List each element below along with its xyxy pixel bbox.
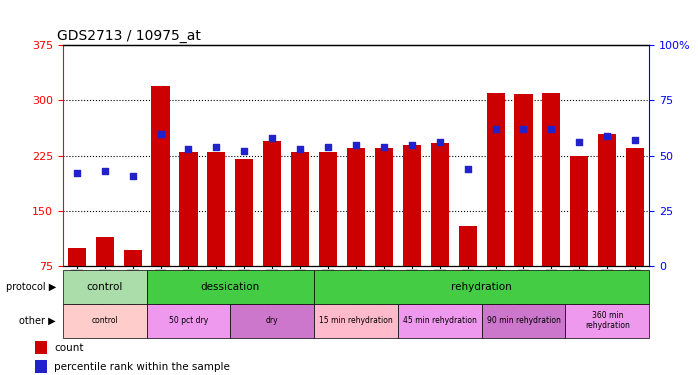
Bar (570, 156, 588, 266)
Bar (96, 237, 114, 266)
Point (378, 144, 389, 150)
Bar (235, 159, 253, 266)
Bar (514, 94, 533, 266)
Text: dry: dry (266, 316, 279, 325)
Bar (565, 304, 649, 338)
Point (155, 130, 166, 136)
Bar (147, 270, 314, 304)
Text: dessication: dessication (201, 282, 260, 292)
Text: GDS2713 / 10975_at: GDS2713 / 10975_at (57, 28, 201, 43)
Bar (431, 143, 449, 266)
Point (71, 170, 82, 176)
Text: count: count (54, 343, 84, 353)
Bar (63, 304, 147, 338)
Text: 360 min
rehydration: 360 min rehydration (585, 311, 630, 330)
Text: 50 pct dry: 50 pct dry (169, 316, 208, 325)
Point (602, 133, 613, 139)
Bar (459, 226, 477, 266)
Text: other ▶: other ▶ (20, 316, 56, 326)
Bar (63, 270, 147, 304)
Point (630, 137, 641, 143)
Bar (314, 270, 649, 304)
Bar (263, 141, 281, 266)
Point (546, 126, 557, 132)
Bar (487, 93, 505, 266)
Text: percentile rank within the sample: percentile rank within the sample (54, 362, 230, 372)
Point (295, 146, 306, 152)
Bar (482, 304, 565, 338)
Point (574, 140, 585, 146)
Point (322, 144, 334, 150)
Bar (403, 144, 421, 266)
Point (406, 142, 417, 148)
Point (267, 135, 278, 141)
Point (490, 126, 501, 132)
Bar (542, 93, 560, 266)
Bar (230, 304, 314, 338)
Point (434, 140, 445, 146)
Bar (626, 148, 644, 266)
Bar (68, 248, 86, 266)
Bar (375, 148, 393, 266)
Bar (147, 304, 230, 338)
Bar (35, 360, 47, 373)
Bar (398, 304, 482, 338)
Point (350, 142, 362, 148)
Text: 15 min rehydration: 15 min rehydration (319, 316, 393, 325)
Text: rehydration: rehydration (451, 282, 512, 292)
Text: control: control (87, 282, 123, 292)
Text: protocol ▶: protocol ▶ (6, 282, 56, 292)
Point (211, 144, 222, 150)
Point (239, 148, 250, 154)
Bar (179, 152, 198, 266)
Text: 45 min rehydration: 45 min rehydration (403, 316, 477, 325)
Point (183, 146, 194, 152)
Bar (35, 341, 47, 354)
Point (462, 166, 473, 172)
Bar (151, 86, 170, 266)
Point (127, 172, 138, 178)
Text: 90 min rehydration: 90 min rehydration (487, 316, 560, 325)
Bar (347, 148, 365, 266)
Text: control: control (91, 316, 118, 325)
Bar (598, 134, 616, 266)
Bar (314, 304, 398, 338)
Point (518, 126, 529, 132)
Point (99, 168, 110, 174)
Bar (207, 152, 225, 266)
Bar (291, 152, 309, 266)
Bar (319, 152, 337, 266)
Bar (124, 250, 142, 266)
